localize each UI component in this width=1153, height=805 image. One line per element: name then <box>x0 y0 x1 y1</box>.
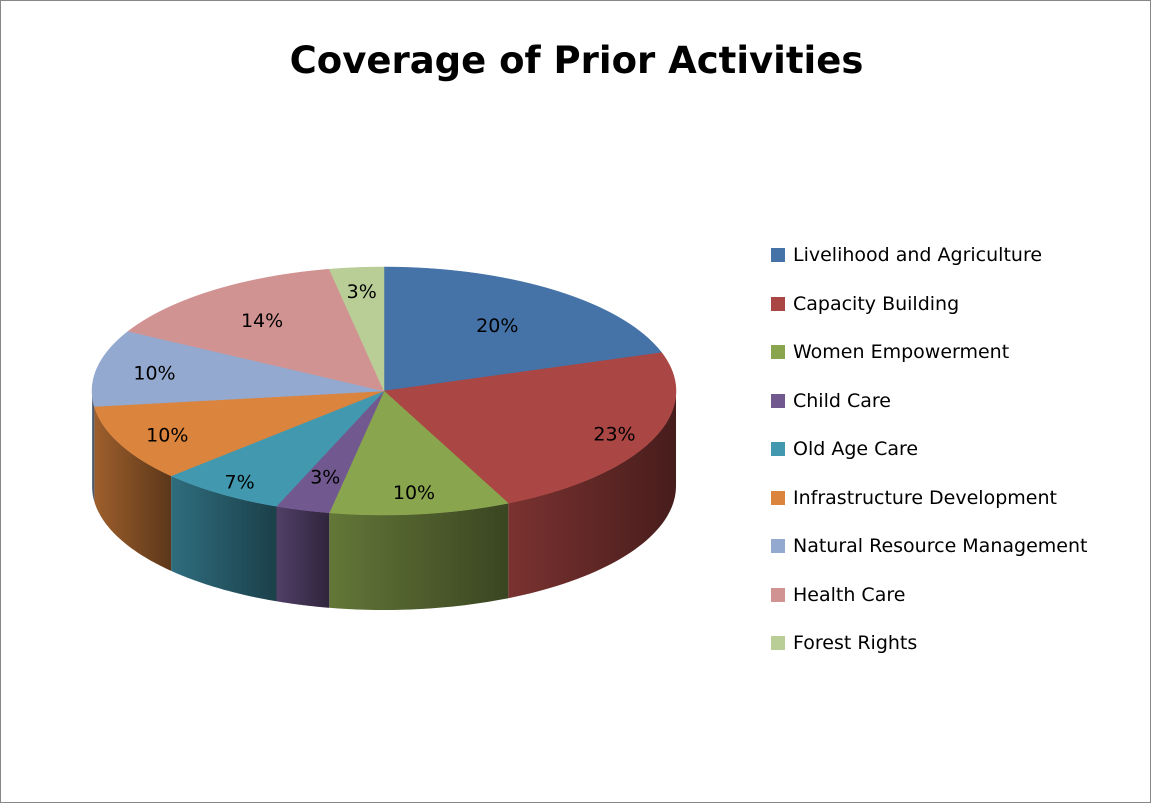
legend-item: Infrastructure Development <box>771 486 1146 510</box>
legend-item: Health Care <box>771 583 1146 607</box>
pie-slice-health-care <box>127 268 385 392</box>
chart-legend: Livelihood and Agriculture Capacity Build… <box>771 243 1146 680</box>
data-label-old-age-care: 7% <box>225 471 255 493</box>
pie-side-infrastructure-development <box>94 406 172 571</box>
data-label-women-empowerment: 10% <box>393 482 435 504</box>
legend-item: Natural Resource Management <box>771 534 1146 558</box>
pie-side-capacity-building <box>508 391 676 599</box>
legend-item: Women Empowerment <box>771 340 1146 364</box>
pie-side-faces <box>92 391 676 610</box>
legend-item: Old Age Care <box>771 437 1146 461</box>
legend-swatch <box>771 296 785 311</box>
pie-slice-women-empowerment <box>328 390 509 516</box>
legend-swatch <box>771 248 785 262</box>
chart-title: Coverage of Prior Activities <box>289 39 864 82</box>
legend-swatch <box>771 539 785 553</box>
data-label-livelihood-and-agriculture: 20% <box>476 315 518 337</box>
pie-data-labels: 20% 23% 10% 3% 7% 10% 10% 14% 3% <box>133 281 635 504</box>
legend-label: Infrastructure Development <box>793 486 1057 509</box>
pie-side-old-age-care <box>171 475 277 602</box>
legend-label: Capacity Building <box>793 292 960 315</box>
data-label-infrastructure-development: 10% <box>146 424 188 446</box>
data-label-capacity-building: 23% <box>593 423 635 445</box>
legend-swatch <box>771 442 785 456</box>
pie-slice-forest-rights <box>328 266 385 392</box>
pie-slice-infrastructure-development <box>93 390 385 477</box>
legend-item: Forest Rights <box>771 631 1146 655</box>
data-label-health-care: 14% <box>241 310 283 332</box>
legend-label: Women Empowerment <box>793 341 1010 363</box>
legend-swatch <box>771 393 785 408</box>
legend-item: Child Care <box>771 389 1146 413</box>
pie-top-faces <box>91 266 677 516</box>
legend-label: Health Care <box>793 583 906 606</box>
pie-slice-old-age-care <box>170 390 385 507</box>
legend-label: Child Care <box>793 389 891 412</box>
legend-label: Natural Resource Management <box>793 535 1088 557</box>
legend-item: Livelihood and Agriculture <box>771 243 1146 267</box>
data-label-child-care: 3% <box>310 467 340 489</box>
legend-item: Capacity Building <box>771 292 1146 316</box>
legend-label: Old Age Care <box>793 438 919 460</box>
legend-swatch <box>771 345 785 359</box>
pie-side-natural-resource-management <box>92 391 95 502</box>
legend-swatch <box>771 636 785 650</box>
legend-label: Forest Rights <box>793 632 918 654</box>
legend-swatch <box>771 587 785 602</box>
pie-side-child-care <box>276 506 330 608</box>
pie-slice-capacity-building <box>383 352 677 504</box>
data-label-natural-resource-management: 10% <box>133 362 175 384</box>
data-label-forest-rights: 3% <box>347 281 377 303</box>
pie-slice-natural-resource-management <box>91 330 385 407</box>
legend-label: Livelihood and Agriculture <box>793 244 1043 266</box>
legend-swatch <box>771 490 785 505</box>
pie-side-women-empowerment <box>329 503 509 610</box>
pie-slice-child-care <box>276 390 385 514</box>
pie-slice-livelihood-and-agriculture <box>383 266 663 392</box>
